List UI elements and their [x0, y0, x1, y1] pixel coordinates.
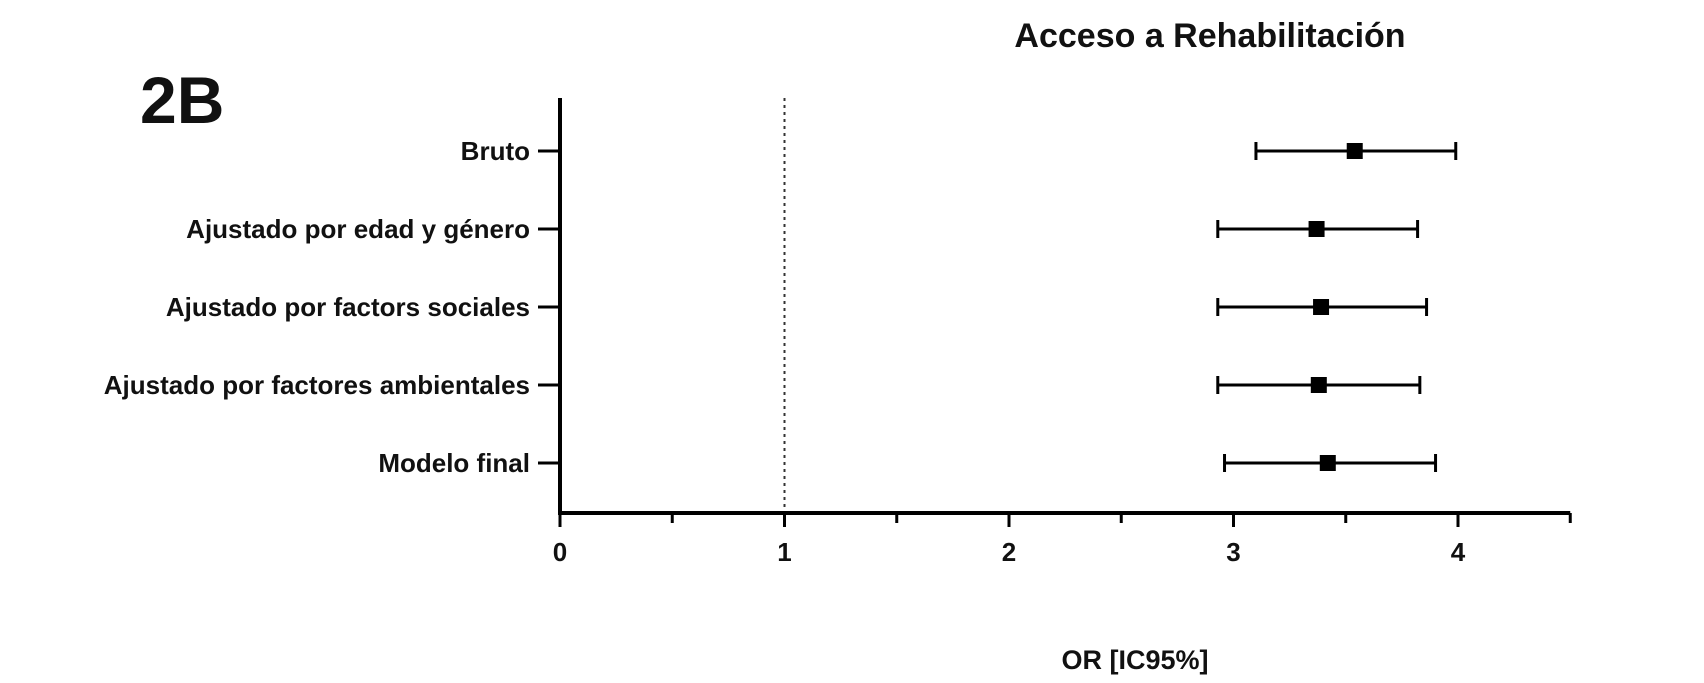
x-axis-label: OR [IC95%]: [1061, 645, 1208, 675]
chart-title: Acceso a Rehabilitación: [1014, 17, 1405, 55]
category-label: Ajustado por factores ambientales: [104, 370, 530, 400]
estimate-marker: [1310, 377, 1327, 393]
x-tick-label: 0: [553, 537, 567, 567]
x-tick-label: 2: [1002, 537, 1016, 567]
estimate-marker: [1346, 143, 1363, 159]
panel-label: 2B: [140, 63, 224, 137]
plot-area: 0 1 2 3 4 Bruto Ajustado por edad y género Ajus…: [104, 98, 1572, 567]
x-tick-label: 3: [1226, 537, 1240, 567]
estimate-marker: [1313, 299, 1330, 315]
category-label: Modelo final: [378, 448, 530, 478]
estimate-marker: [1319, 455, 1336, 471]
category-label: Ajustado por edad y género: [186, 214, 530, 244]
x-tick-label: 4: [1451, 537, 1466, 567]
estimate-marker: [1308, 221, 1325, 237]
category-label: Ajustado por factors sociales: [166, 292, 530, 322]
category-label: Bruto: [461, 136, 530, 166]
x-tick-label: 1: [777, 537, 791, 567]
